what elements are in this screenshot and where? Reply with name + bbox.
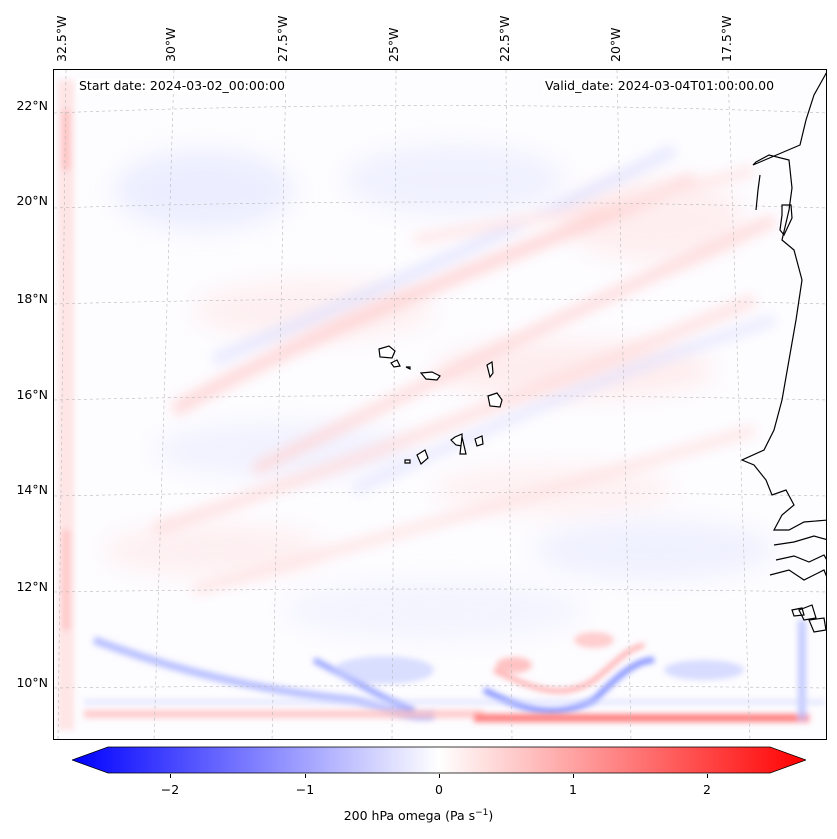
colorbar-gradient [70,746,808,774]
lon-label-22-5w: 22.5°W [497,15,512,62]
colorbar-label-main: 200 hPa omega (Pa s [343,808,476,824]
coastline [740,72,826,633]
lon-label-30w: 30°W [163,27,178,62]
colorbar-tick-mark [707,774,708,778]
colorbar-tick-label: −1 [295,782,315,797]
colorbar-tick-label: 1 [569,782,577,797]
colorbar-tick-mark [170,774,171,778]
valid-date-label: Valid_date: 2024-03-04T01:00:00.00 [543,78,777,94]
colorbar-label-end: ) [488,808,494,824]
colorbar-tick-mark [573,774,574,778]
cape-verde-islands [378,345,503,465]
lat-label-20n: 20°N [16,193,48,208]
colorbar-label: 200 hPa omega (Pa s−1) [0,808,837,823]
map-canvas [54,70,826,739]
lon-label-25w: 25°W [386,27,401,62]
lat-label-22n: 22°N [16,98,48,113]
graticule [54,70,826,739]
colorbar-tick-label: 2 [703,782,711,797]
colorbar [70,746,808,774]
colorbar-ticks: −2 −1 0 1 2 [72,774,806,797]
lon-label-32-5w: 32.5°W [54,15,69,62]
map-panel[interactable] [53,69,827,740]
lon-label-17-5w: 17.5°W [719,15,734,62]
lon-label-20w: 20°W [608,27,623,62]
colorbar-tick-label: 0 [435,782,443,797]
colorbar-label-sup: −1 [475,808,489,818]
lat-label-18n: 18°N [16,291,48,306]
colorbar-tick-mark [439,774,440,778]
lat-label-12n: 12°N [16,579,48,594]
start-date-label: Start date: 2024-03-02_00:00:00 [77,78,287,94]
lat-label-16n: 16°N [16,387,48,402]
lat-label-14n: 14°N [16,482,48,497]
lon-label-27-5w: 27.5°W [275,15,290,62]
colorbar-tick-label: −2 [160,782,180,797]
colorbar-tick-mark [305,774,306,778]
omega-field [58,80,824,730]
lat-label-10n: 10°N [16,675,48,690]
